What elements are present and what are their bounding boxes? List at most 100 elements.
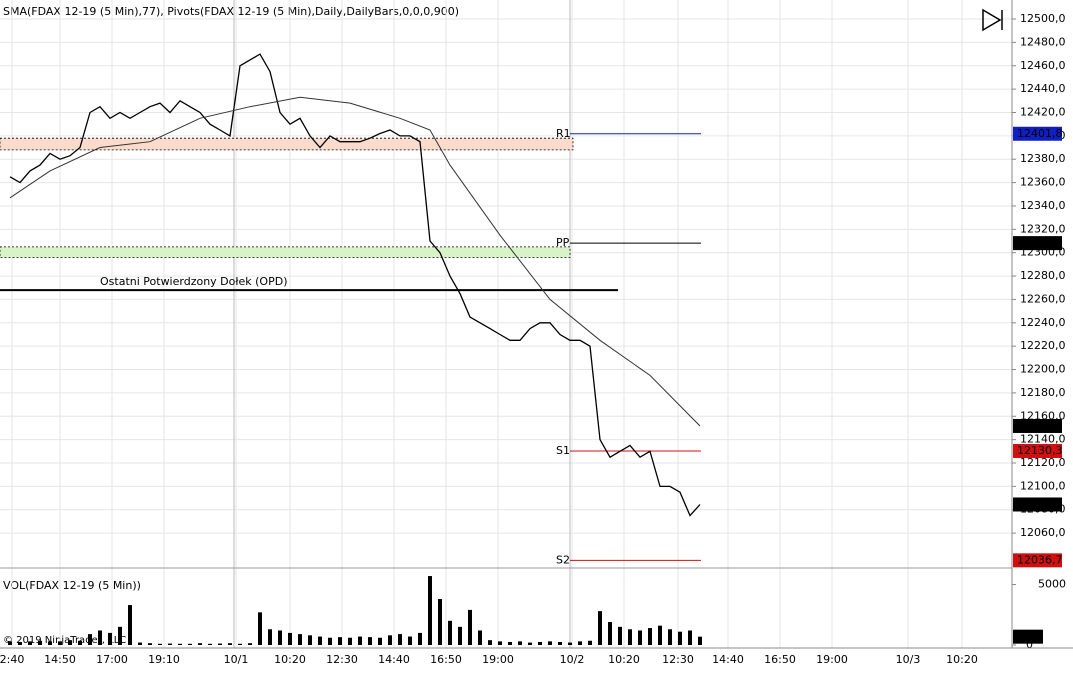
volume-bar (488, 640, 492, 645)
x-tick-label: 10:20 (946, 653, 978, 666)
y-tick-label: 12460,0 (1020, 59, 1066, 72)
volume-bar (68, 640, 72, 645)
volume-bar (538, 641, 542, 645)
x-tick-label: 2:40 (0, 653, 24, 666)
x-tick-label: 16:50 (430, 653, 462, 666)
volume-flag (1013, 629, 1043, 644)
zone (0, 137, 574, 151)
volume-bar (418, 632, 422, 645)
price-flag-label: 12401,8 (1017, 127, 1063, 140)
volume-bar (668, 629, 672, 645)
price-line (9, 53, 701, 517)
y-tick-label: 12140,0 (1020, 433, 1066, 446)
pivot-label: S1 (556, 444, 570, 457)
y-tick-label: 12260,0 (1020, 292, 1066, 305)
volume-bar (308, 635, 312, 645)
y-tick-label: 12420,0 (1020, 105, 1066, 118)
volume-bar (218, 643, 222, 645)
volume-bar (598, 611, 602, 645)
x-tick-label: 14:50 (44, 653, 76, 666)
volume-bar (98, 630, 102, 645)
x-tick-label: 10:20 (608, 653, 640, 666)
volume-bar (408, 636, 412, 645)
volume-bar (548, 641, 552, 645)
x-tick-label: 12:30 (326, 653, 358, 666)
volume-bar (198, 643, 202, 645)
volume-bar (138, 642, 142, 645)
volume-bar (478, 630, 482, 645)
volume-bar (108, 632, 112, 645)
volume-bar (428, 576, 432, 645)
y-tick-label: 12180,0 (1020, 386, 1066, 399)
volume-bar (8, 641, 12, 645)
price-flag (1013, 497, 1062, 512)
volume-bar (118, 626, 122, 645)
x-tick-label: 19:10 (148, 653, 180, 666)
volume-bar (498, 641, 502, 645)
volume-title: VOL(FDAX 12-19 (5 Min)) (3, 579, 141, 592)
price-flag-label: 12151,7 (1017, 419, 1063, 432)
zone (0, 246, 571, 258)
x-tick-label: 17:00 (96, 653, 128, 666)
y-tick-label: 12440,0 (1020, 82, 1066, 95)
volume-flag-label: 688 (1017, 630, 1038, 643)
volume-bar (48, 641, 52, 645)
volume-bar (268, 629, 272, 645)
x-tick-label: 19:00 (816, 653, 848, 666)
volume-bar (458, 626, 462, 645)
volume-bar (328, 637, 332, 645)
volume-bar (18, 641, 22, 645)
volume-bar (518, 641, 522, 645)
volume-bar (188, 643, 192, 645)
y-tick-label: 12340,0 (1020, 199, 1066, 212)
volume-bar (438, 599, 442, 645)
volume-bar (228, 643, 232, 645)
y-tick-label: 12200,0 (1020, 363, 1066, 376)
x-tick-label: 10/2 (560, 653, 585, 666)
volume-bar (568, 642, 572, 645)
y-tick-label: 12240,0 (1020, 316, 1066, 329)
volume-bar (388, 635, 392, 645)
volume-bar (508, 641, 512, 645)
volume-bar (678, 631, 682, 645)
volume-bar (148, 643, 152, 645)
price-flag (1013, 236, 1062, 251)
price-line (9, 96, 701, 427)
scroll-icon[interactable] (982, 8, 1003, 32)
y-tick-label: 12480,0 (1020, 35, 1066, 48)
copyright: © 2019 NinjaTrader, LLC (3, 635, 126, 646)
pivot-label: R1 (556, 127, 571, 140)
volume-bar (238, 643, 242, 645)
volume-bar (578, 641, 582, 645)
volume-bar (278, 630, 282, 645)
x-tick-label: 19:00 (482, 653, 514, 666)
y-tick-label: 12500,0 (1020, 12, 1066, 25)
volume-bar (58, 641, 62, 645)
y-tick-label: 0 (1026, 638, 1033, 651)
x-tick-label: 10/1 (224, 653, 249, 666)
price-flag (1013, 443, 1062, 458)
volume-bar (168, 643, 172, 645)
price-flag-label: 12130,3 (1017, 444, 1063, 457)
volume-bar (298, 634, 302, 645)
y-tick-label: 12360,0 (1020, 176, 1066, 189)
volume-bar (348, 637, 352, 645)
volume-bar (448, 620, 452, 645)
y-tick-label: 5000 (1038, 578, 1066, 591)
opd-label: Ostatni Potwierdzony Dołek (OPD) (100, 275, 287, 288)
volume-bar (528, 642, 532, 645)
volume-bar (338, 637, 342, 645)
volume-bar (658, 625, 662, 645)
volume-bar (288, 632, 292, 645)
volume-bar (128, 605, 132, 645)
price-flag-label: 12084,5 (1017, 497, 1063, 510)
volume-bar (698, 636, 702, 645)
y-tick-label: 12320,0 (1020, 222, 1066, 235)
x-tick-label: 10:20 (274, 653, 306, 666)
volume-bar (468, 609, 472, 645)
price-flag (1013, 553, 1062, 568)
x-tick-label: 12:30 (662, 653, 694, 666)
volume-bar (178, 643, 182, 645)
y-tick-label: 12220,0 (1020, 339, 1066, 352)
